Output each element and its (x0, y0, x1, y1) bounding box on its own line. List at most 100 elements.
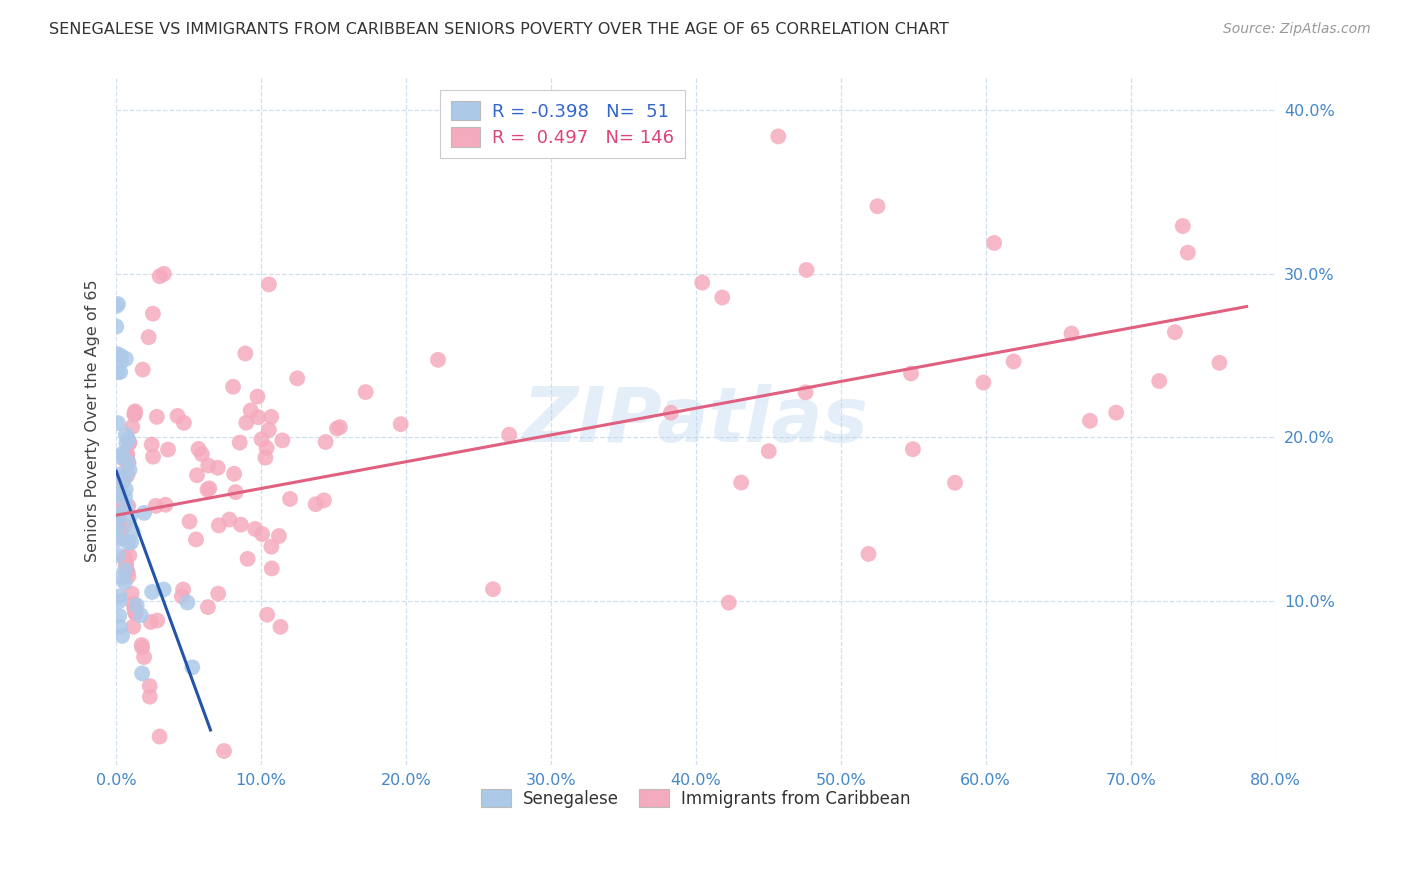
Point (139, 615, 162, 629)
Point (129, 608, 152, 623)
Point (132, 650, 155, 665)
Point (115, 435, 138, 450)
Point (121, 586, 143, 600)
Point (131, 666, 153, 681)
Point (711, 291, 734, 305)
Point (124, 604, 146, 618)
Point (132, 506, 155, 520)
Point (105, 519, 128, 533)
Point (114, 518, 136, 533)
Point (105, 487, 128, 501)
Point (271, 434, 294, 448)
Point (901, 442, 924, 457)
Point (247, 410, 270, 425)
Point (1147, 374, 1170, 388)
Point (172, 582, 194, 597)
Point (197, 600, 219, 615)
Text: SENEGALESE VS IMMIGRANTS FROM CARIBBEAN SENIORS POVERTY OVER THE AGE OF 65 CORRE: SENEGALESE VS IMMIGRANTS FROM CARIBBEAN … (49, 22, 949, 37)
Point (117, 433, 139, 447)
Point (218, 512, 240, 526)
Point (138, 330, 160, 344)
Point (118, 509, 141, 524)
Point (121, 524, 143, 539)
Point (107, 467, 129, 482)
Point (111, 447, 134, 461)
Point (115, 351, 138, 366)
Point (108, 589, 131, 603)
Point (115, 427, 138, 442)
Point (110, 529, 132, 543)
Point (115, 450, 138, 465)
Point (717, 596, 740, 610)
Point (269, 620, 291, 634)
Point (125, 599, 148, 613)
Point (110, 355, 132, 369)
Point (118, 436, 141, 450)
Point (146, 409, 169, 424)
Point (186, 468, 208, 483)
Point (207, 460, 229, 475)
Point (354, 385, 377, 400)
Point (191, 447, 214, 461)
Point (900, 367, 922, 381)
Point (197, 483, 219, 497)
Point (184, 533, 207, 547)
Point (690, 276, 713, 290)
Point (110, 365, 132, 379)
Point (115, 454, 138, 468)
Point (1105, 406, 1128, 420)
Point (114, 471, 136, 485)
Point (105, 319, 128, 334)
Point (107, 515, 129, 529)
Point (239, 403, 262, 417)
Point (131, 638, 153, 652)
Point (245, 522, 267, 536)
Text: Source: ZipAtlas.com: Source: ZipAtlas.com (1223, 22, 1371, 37)
Point (173, 416, 195, 430)
Point (107, 416, 129, 430)
Point (111, 473, 134, 487)
Point (131, 640, 153, 655)
Point (114, 482, 136, 496)
Point (1171, 219, 1194, 233)
Point (114, 551, 136, 566)
Point (124, 406, 146, 420)
Point (212, 744, 235, 758)
Point (498, 427, 520, 442)
Point (197, 458, 219, 473)
Point (1002, 354, 1025, 368)
Point (121, 420, 143, 434)
Point (1177, 245, 1199, 260)
Point (117, 456, 139, 470)
Point (108, 594, 131, 608)
Point (108, 450, 131, 464)
Point (118, 435, 141, 450)
Point (659, 406, 682, 420)
Point (326, 421, 349, 435)
Point (256, 441, 278, 455)
Point (236, 552, 259, 566)
Point (111, 571, 134, 585)
Point (117, 455, 139, 469)
Point (114, 490, 136, 504)
Point (157, 442, 180, 457)
Point (148, 730, 170, 744)
Point (155, 498, 177, 512)
Point (107, 533, 129, 547)
Point (115, 558, 138, 572)
Point (105, 505, 128, 519)
Point (858, 547, 880, 561)
Point (117, 499, 139, 513)
Point (166, 409, 188, 423)
Point (222, 380, 245, 394)
Point (315, 435, 337, 450)
Point (110, 349, 132, 363)
Point (796, 263, 818, 277)
Point (111, 475, 134, 490)
Point (115, 558, 138, 573)
Text: ZIPatlas: ZIPatlas (523, 384, 869, 458)
Point (233, 346, 256, 360)
Point (256, 607, 278, 622)
Point (111, 629, 134, 643)
Point (389, 417, 412, 432)
